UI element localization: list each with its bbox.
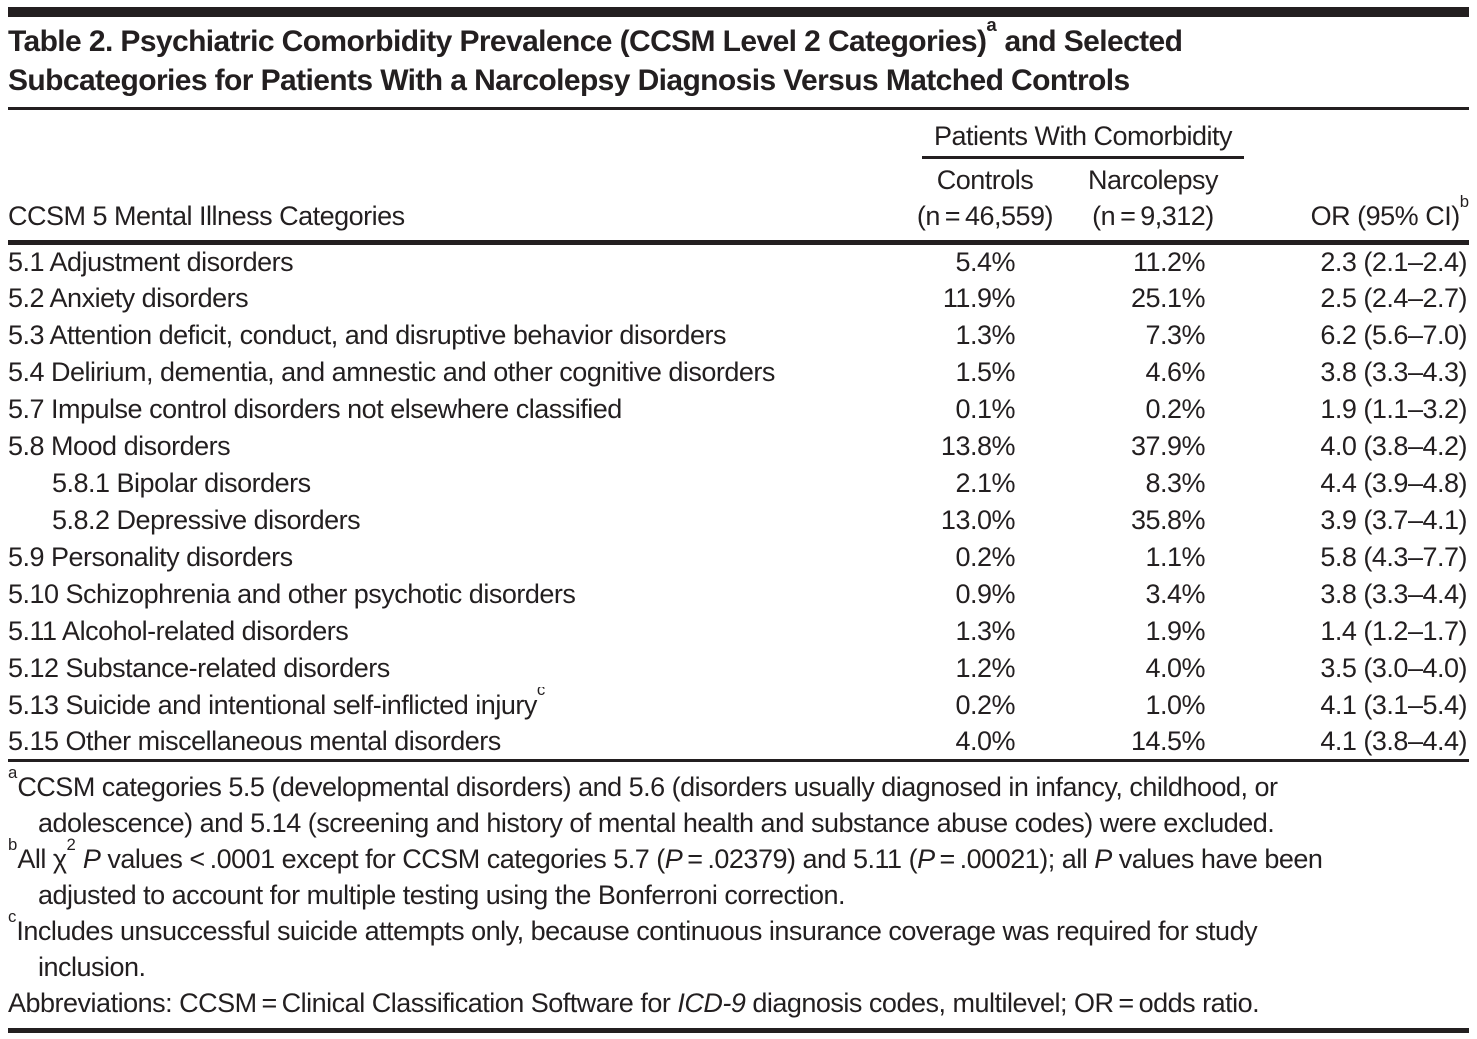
table-row: 5.12 Substance-related disorders 1.2% 4.… <box>8 650 1469 687</box>
table-header: Patients With Comorbidity CCSM 5 Mental … <box>8 110 1469 243</box>
cell-or-ci: 2.3 (2.1–2.4) <box>1320 246 1467 277</box>
narcolepsy-header-line2: (n = 9,312) <box>1092 201 1214 231</box>
table-row: 5.4 Delirium, dementia, and amnestic and… <box>8 354 1469 391</box>
title-rule <box>8 107 1469 110</box>
cell-or-ci: 3.9 (3.7–4.1) <box>1320 504 1467 535</box>
cell-or-ci: 4.0 (3.8–4.2) <box>1320 430 1467 461</box>
cell-or-ci: 5.8 (4.3–7.7) <box>1320 541 1467 572</box>
cell-or-ci: 3.5 (3.0–4.0) <box>1320 652 1467 683</box>
cell-category: 5.1 Adjustment disorders <box>8 246 294 277</box>
cell-category: 5.8.2 Depressive disorders <box>52 504 361 535</box>
cell-or-ci: 3.8 (3.3–4.4) <box>1320 578 1467 609</box>
cell-or-ci: 3.8 (3.3–4.3) <box>1320 356 1467 387</box>
spanner-cell: Patients With Comorbidity <box>915 110 1251 160</box>
cell-narcolepsy-pct: 0.2% <box>1145 393 1205 424</box>
cell-controls-pct: 2.1% <box>955 467 1015 498</box>
cell-controls-pct: 1.3% <box>955 319 1015 350</box>
spanner-spacer-right <box>1251 110 1469 160</box>
cell-category: 5.10 Schizophrenia and other psychotic d… <box>8 578 576 609</box>
table-row: 5.15 Other miscellaneous mental disorder… <box>8 724 1469 761</box>
table-row: 5.3 Attention deficit, conduct, and disr… <box>8 317 1469 354</box>
cell-controls-pct: 1.3% <box>955 615 1015 646</box>
table-row: 5.10 Schizophrenia and other psychotic d… <box>8 576 1469 613</box>
cell-or-ci: 4.4 (3.9–4.8) <box>1320 467 1467 498</box>
cell-controls-pct: 11.9% <box>942 282 1016 313</box>
footnotes: aCCSM categories 5.5 (developmental diso… <box>8 762 1469 1021</box>
cell-narcolepsy-pct: 4.6% <box>1145 356 1205 387</box>
cell-controls-pct: 0.9% <box>955 578 1015 609</box>
footnote-a: aCCSM categories 5.5 (developmental diso… <box>8 762 1278 838</box>
controls-header-line1: Controls <box>936 165 1034 195</box>
table-row: 5.9 Personality disorders 0.2% 1.1% 5.8 … <box>8 539 1469 576</box>
cell-controls-pct: 0.2% <box>955 541 1015 572</box>
table-row: 5.2 Anxiety disorders 11.9% 25.1% 2.5 (2… <box>8 280 1469 317</box>
cell-or-ci: 4.1 (3.1–5.4) <box>1320 689 1467 720</box>
top-rule <box>8 7 1469 17</box>
table-row: 5.1 Adjustment disorders 5.4% 11.2% 2.3 … <box>8 243 1469 280</box>
cell-narcolepsy-pct: 7.3% <box>1145 319 1205 350</box>
controls-header-line2: (n = 46,559) <box>916 201 1054 231</box>
narcolepsy-header-line1: Narcolepsy <box>1087 165 1219 195</box>
cell-narcolepsy-pct: 1.1% <box>1145 541 1205 572</box>
comorbidity-table: Patients With Comorbidity CCSM 5 Mental … <box>8 110 1469 762</box>
cell-category: 5.11 Alcohol-related disorders <box>8 615 349 646</box>
column-header-row: CCSM 5 Mental Illness Categories Control… <box>8 160 1469 243</box>
table-row: 5.8 Mood disorders 13.8% 37.9% 4.0 (3.8–… <box>8 428 1469 465</box>
cell-controls-pct: 1.2% <box>955 652 1015 683</box>
abbreviations-line: Abbreviations: CCSM = Clinical Classific… <box>8 988 1260 1018</box>
cell-narcolepsy-pct: 35.8% <box>1130 504 1206 535</box>
cell-category: 5.2 Anxiety disorders <box>8 282 249 313</box>
cell-narcolepsy-pct: 11.2% <box>1132 246 1206 277</box>
cell-category: 5.15 Other miscellaneous mental disorder… <box>8 725 501 756</box>
or-column-header: OR (95% CI)b <box>1310 191 1469 231</box>
cell-narcolepsy-pct: 37.9% <box>1130 430 1206 461</box>
cell-narcolepsy-pct: 1.0% <box>1145 689 1205 720</box>
cell-category: 5.9 Personality disorders <box>8 541 293 572</box>
cell-narcolepsy-pct: 25.1% <box>1130 282 1206 313</box>
controls-column-header: Controls (n = 46,559) <box>915 160 1055 243</box>
table-row-subcategory: 5.8.1 Bipolar disorders 2.1% 8.3% 4.4 (3… <box>8 465 1469 502</box>
table-row: 5.11 Alcohol-related disorders 1.3% 1.9%… <box>8 613 1469 650</box>
cell-controls-pct: 13.0% <box>940 504 1016 535</box>
table-row: 5.7 Impulse control disorders not elsewh… <box>8 391 1469 428</box>
cell-controls-pct: 5.4% <box>955 246 1015 277</box>
cell-category: 5.4 Delirium, dementia, and amnestic and… <box>8 356 775 387</box>
cell-narcolepsy-pct: 8.3% <box>1145 467 1205 498</box>
cell-controls-pct: 1.5% <box>955 356 1015 387</box>
cell-controls-pct: 4.0% <box>955 725 1015 756</box>
cell-controls-pct: 0.1% <box>955 393 1015 424</box>
cell-narcolepsy-pct: 3.4% <box>1145 578 1205 609</box>
cell-or-ci: 4.1 (3.8–4.4) <box>1320 725 1467 756</box>
footnote-b: bAll χ2 P values < .0001 except for CCSM… <box>8 834 1323 910</box>
narcolepsy-column-header: Narcolepsy (n = 9,312) <box>1055 160 1251 243</box>
cell-narcolepsy-pct: 1.9% <box>1145 615 1205 646</box>
spanner-row: Patients With Comorbidity <box>8 110 1469 160</box>
spanner-label: Patients With Comorbidity <box>921 118 1245 159</box>
cell-category: 5.8.1 Bipolar disorders <box>52 467 311 498</box>
cell-category: 5.3 Attention deficit, conduct, and disr… <box>8 319 726 350</box>
cell-or-ci: 6.2 (5.6–7.0) <box>1320 319 1467 350</box>
table-row-subcategory: 5.8.2 Depressive disorders 13.0% 35.8% 3… <box>8 502 1469 539</box>
table-body: 5.1 Adjustment disorders 5.4% 11.2% 2.3 … <box>8 243 1469 761</box>
cell-or-ci: 1.9 (1.1–3.2) <box>1320 393 1467 424</box>
table-row: 5.13 Suicide and intentional self-inflic… <box>8 687 1469 724</box>
cell-category: 5.7 Impulse control disorders not elsewh… <box>8 393 622 424</box>
cell-category: 5.12 Substance-related disorders <box>8 652 390 683</box>
spanner-spacer-left <box>8 110 915 160</box>
cell-or-ci: 2.5 (2.4–2.7) <box>1320 282 1467 313</box>
category-column-header: CCSM 5 Mental Illness Categories <box>8 201 405 231</box>
cell-narcolepsy-pct: 14.5% <box>1130 725 1206 756</box>
cell-category: 5.8 Mood disorders <box>8 430 231 461</box>
cell-controls-pct: 0.2% <box>955 689 1015 720</box>
cell-or-ci: 1.4 (1.2–1.7) <box>1320 615 1467 646</box>
footnote-c: cIncludes unsuccessful suicide attempts … <box>8 906 1258 982</box>
bottom-rule <box>8 1028 1469 1033</box>
cell-narcolepsy-pct: 4.0% <box>1145 652 1205 683</box>
table-title: Table 2. Psychiatric Comorbidity Prevale… <box>8 13 1183 97</box>
cell-controls-pct: 13.8% <box>940 430 1016 461</box>
cell-category: 5.13 Suicide and intentional self-inflic… <box>8 686 546 720</box>
